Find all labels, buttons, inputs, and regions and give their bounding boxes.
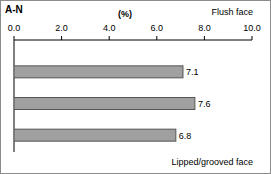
tick-label: 2.0 bbox=[55, 23, 68, 33]
tick bbox=[204, 36, 205, 40]
tick-label: 4.0 bbox=[103, 23, 116, 33]
annotation: Lipped/grooved face bbox=[171, 157, 253, 167]
axis-label: (%) bbox=[118, 9, 132, 19]
bars bbox=[14, 66, 195, 141]
tick-label: 6.0 bbox=[151, 23, 164, 33]
annotation: Flush face bbox=[211, 7, 253, 17]
chart: A-N (%) Flush face Lipped/grooved face 0.0 2.… bbox=[0, 0, 271, 174]
data-label: 7.6 bbox=[198, 99, 211, 109]
tick-label: 0.0 bbox=[8, 23, 21, 33]
frame bbox=[1, 1, 271, 174]
bar bbox=[14, 129, 176, 141]
tick-label: 10.0 bbox=[243, 23, 261, 33]
data-label: 6.8 bbox=[179, 131, 192, 141]
tick bbox=[61, 36, 62, 40]
bar bbox=[14, 98, 195, 110]
tick bbox=[252, 36, 253, 40]
bar bbox=[14, 66, 183, 78]
tick bbox=[156, 36, 157, 40]
tick bbox=[14, 36, 15, 40]
title: A-N bbox=[5, 4, 23, 15]
x-axis bbox=[14, 40, 252, 41]
data-label: 7.1 bbox=[186, 67, 199, 77]
tick bbox=[109, 36, 110, 40]
tick-label: 8.0 bbox=[198, 23, 211, 33]
